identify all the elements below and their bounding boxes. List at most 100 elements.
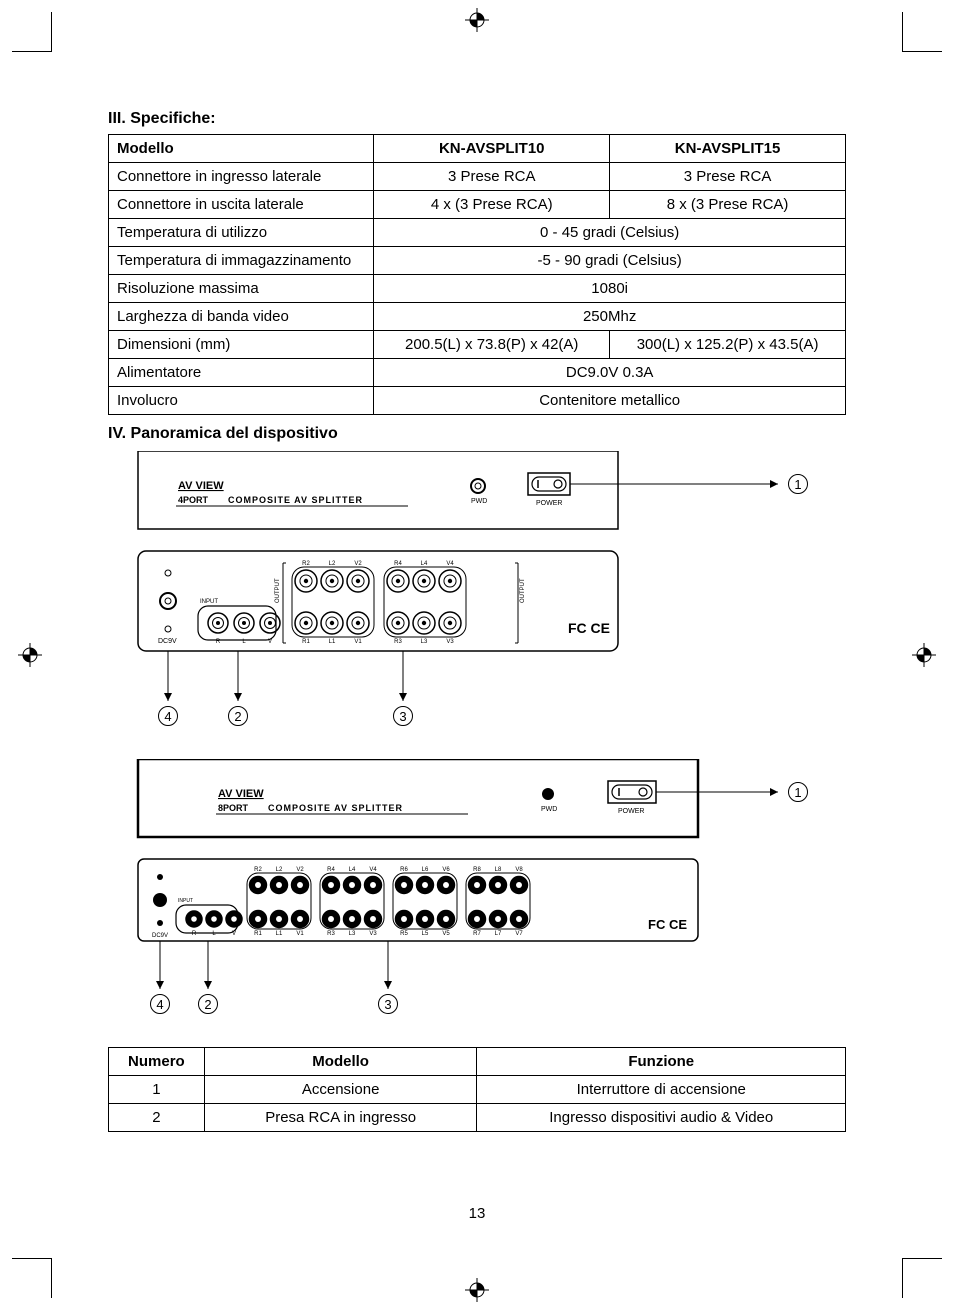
spec-label: Connettore in uscita laterale [109, 191, 374, 219]
callout-2b: 2 [198, 994, 218, 1014]
spec-value: Contenitore metallico [374, 387, 846, 415]
callout-4: 4 [158, 706, 178, 726]
func-cell: Interruttore di accensione [477, 1076, 846, 1104]
spec-label: Alimentatore [109, 359, 374, 387]
svg-text:R: R [192, 931, 197, 937]
section-4-title: IV. Panoramica del dispositivo [108, 425, 846, 443]
table-row: Numero Modello Funzione [109, 1048, 846, 1076]
func-cell: Presa RCA in ingresso [204, 1104, 477, 1132]
svg-text:R6: R6 [400, 867, 408, 873]
spec-value: 1080i [374, 275, 846, 303]
callout-2: 2 [228, 706, 248, 726]
spec-header-model: Modello [109, 135, 374, 163]
table-row: AlimentatoreDC9.0V 0.3A [109, 359, 846, 387]
dc-label-8: DC9V [152, 933, 168, 939]
svg-text:R4: R4 [327, 867, 335, 873]
composite-label-8: COMPOSITE AV SPLITTER [268, 803, 403, 813]
svg-text:L2: L2 [329, 561, 336, 567]
svg-text:R2: R2 [254, 867, 262, 873]
svg-text:V4: V4 [446, 561, 454, 567]
port4-label: 4PORT [178, 495, 209, 505]
svg-text:V1: V1 [354, 639, 362, 645]
svg-text:L3: L3 [421, 639, 428, 645]
svg-text:V8: V8 [515, 867, 523, 873]
spec-label: Larghezza di banda video [109, 303, 374, 331]
svg-text:L6: L6 [422, 867, 429, 873]
svg-text:V: V [232, 931, 236, 937]
callout-1b: 1 [788, 782, 808, 802]
table-row: InvolucroContenitore metallico [109, 387, 846, 415]
svg-text:R5: R5 [400, 931, 408, 937]
table-row: Modello KN-AVSPLIT10 KN-AVSPLIT15 [109, 135, 846, 163]
callout-3b: 3 [378, 994, 398, 1014]
crop-mark-tl [12, 12, 52, 52]
device-diagram-8port: AV VIEW 8PORT COMPOSITE AV SPLITTER PWD … [128, 759, 846, 1029]
composite-label: COMPOSITE AV SPLITTER [228, 495, 363, 505]
spec-label: Dimensioni (mm) [109, 331, 374, 359]
output-label-right: OUTPUT [520, 578, 526, 603]
spec-value: 300(L) x 125.2(P) x 43.5(A) [610, 331, 846, 359]
spec-value: 200.5(L) x 73.8(P) x 42(A) [374, 331, 610, 359]
svg-text:L1: L1 [329, 639, 336, 645]
func-cell: Accensione [204, 1076, 477, 1104]
registration-mark-left-icon [18, 643, 42, 667]
svg-text:L4: L4 [421, 561, 428, 567]
power-label: POWER [536, 500, 562, 507]
svg-text:R3: R3 [327, 931, 335, 937]
table-row: Larghezza di banda video250Mhz [109, 303, 846, 331]
table-row: 2Presa RCA in ingressoIngresso dispositi… [109, 1104, 846, 1132]
spec-value: -5 - 90 gradi (Celsius) [374, 247, 846, 275]
svg-text:R: R [216, 639, 221, 645]
svg-text:R2: R2 [302, 561, 310, 567]
fc-ce-label: FC CE [568, 620, 610, 636]
svg-text:L4: L4 [349, 867, 356, 873]
spec-value: 8 x (3 Prese RCA) [610, 191, 846, 219]
av-view-label-8: AV VIEW [218, 788, 264, 800]
table-row: 1AccensioneInterruttore di accensione [109, 1076, 846, 1104]
svg-text:L5: L5 [422, 931, 429, 937]
svg-text:R1: R1 [254, 931, 262, 937]
spec-label: Connettore in ingresso laterale [109, 163, 374, 191]
registration-mark-right-icon [912, 643, 936, 667]
svg-text:V4: V4 [369, 867, 377, 873]
func-header-func: Funzione [477, 1048, 846, 1076]
port8-label: 8PORT [218, 803, 249, 813]
input-label-8: INPUT [178, 898, 193, 904]
svg-text:V: V [268, 639, 272, 645]
spec-label: Temperatura di immagazzinamento [109, 247, 374, 275]
callout-1: 1 [788, 474, 808, 494]
svg-text:V3: V3 [446, 639, 454, 645]
table-row: Temperatura di utilizzo0 - 45 gradi (Cel… [109, 219, 846, 247]
spec-table: Modello KN-AVSPLIT10 KN-AVSPLIT15 Connet… [108, 134, 846, 415]
svg-text:R8: R8 [473, 867, 481, 873]
callout-3: 3 [393, 706, 413, 726]
output-label-left: OUTPUT [275, 578, 281, 603]
svg-text:L2: L2 [276, 867, 283, 873]
svg-text:R7: R7 [473, 931, 481, 937]
page-number: 13 [0, 1205, 954, 1222]
svg-text:R1: R1 [302, 639, 310, 645]
pwd-label-8: PWD [541, 806, 557, 813]
registration-mark-bottom-icon [465, 1278, 489, 1302]
crop-mark-bl [12, 1258, 52, 1298]
table-row: Connettore in ingresso laterale3 Prese R… [109, 163, 846, 191]
crop-mark-tr [902, 12, 942, 52]
av-view-label: AV VIEW [178, 480, 224, 492]
spec-value: DC9.0V 0.3A [374, 359, 846, 387]
svg-text:V2: V2 [354, 561, 362, 567]
spec-label: Involucro [109, 387, 374, 415]
func-header-num: Numero [109, 1048, 205, 1076]
svg-text:R3: R3 [394, 639, 402, 645]
svg-text:V1: V1 [296, 931, 304, 937]
input-label: INPUT [200, 599, 218, 605]
svg-text:R4: R4 [394, 561, 402, 567]
pwd-label: PWD [471, 498, 487, 505]
registration-mark-top-icon [465, 8, 489, 32]
section-3-title: III. Specifiche: [108, 110, 846, 128]
svg-text:V6: V6 [442, 867, 450, 873]
spec-value: 3 Prese RCA [374, 163, 610, 191]
svg-text:L: L [212, 931, 216, 937]
spec-header-col2: KN-AVSPLIT15 [610, 135, 846, 163]
func-cell: 1 [109, 1076, 205, 1104]
table-row: Temperatura di immagazzinamento-5 - 90 g… [109, 247, 846, 275]
